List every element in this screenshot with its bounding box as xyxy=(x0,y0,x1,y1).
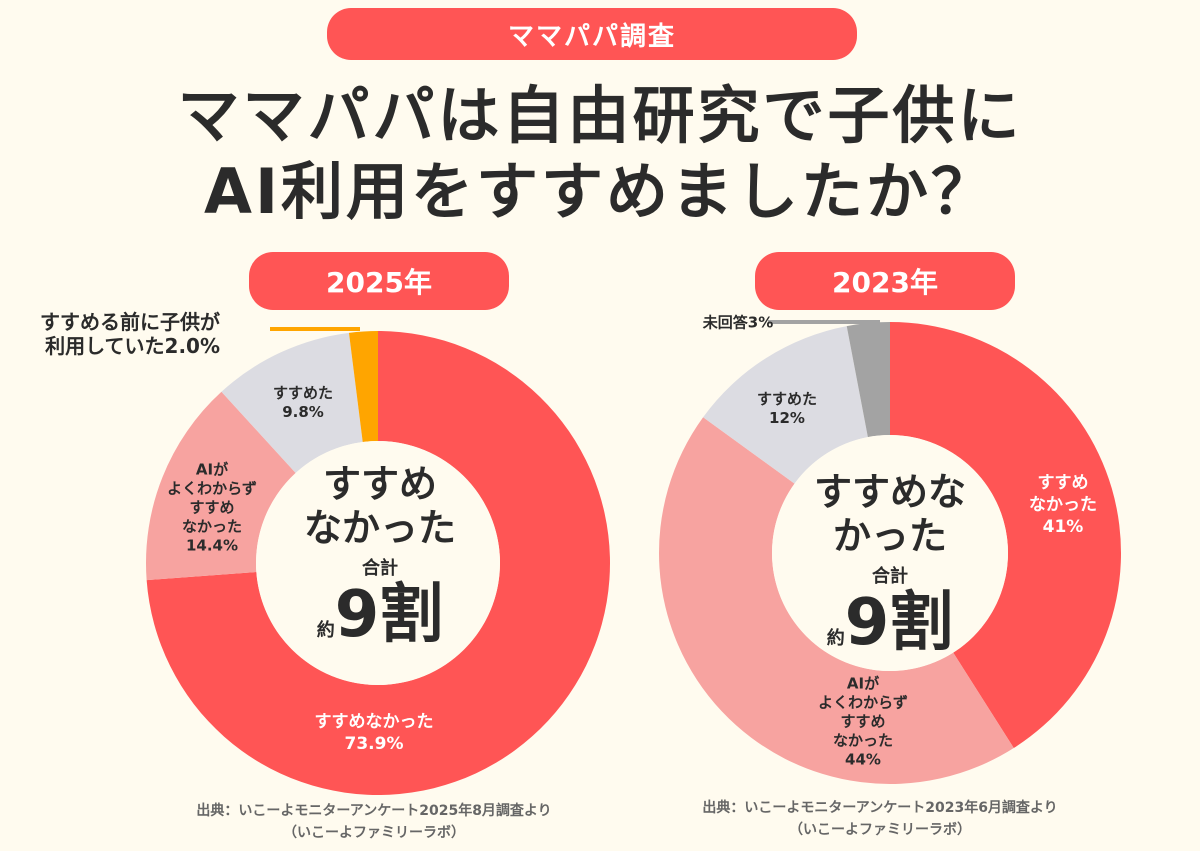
slice-2025年-3 xyxy=(348,331,378,442)
slice-2023年-3 xyxy=(846,322,890,438)
label-2025-used-before: すすめる前に子供が 利用していた2.0% xyxy=(40,310,220,358)
label-2023-no-answer: 未回答3% xyxy=(702,313,774,332)
survey-tag: ママパパ調査 xyxy=(327,8,857,60)
center-2025: すすめ なかった 合計 約9割 xyxy=(303,462,457,652)
slice-2023年-2 xyxy=(703,326,868,484)
label-2025-unfamiliar: AIが よくわからず すすめ なかった 14.4% xyxy=(167,460,257,555)
label-2025-not-recommended: すすめなかった 73.9% xyxy=(314,712,434,754)
label-2025-recommended: すすめた 9.8% xyxy=(272,384,334,421)
donut-hole xyxy=(256,441,500,685)
slice-2025年-0 xyxy=(146,331,610,795)
source-2023: 出典：いこーよモニターアンケート2023年6月調査より （いこーよファミリーラボ） xyxy=(702,800,1058,838)
year-badge-2023: 2023年 xyxy=(755,252,1015,310)
year-badge-2025: 2025年 xyxy=(249,252,509,310)
page-title: ママパパは自由研究で子供に AI利用をすすめましたか？ xyxy=(0,78,1200,230)
label-2023-not-recommended: すすめ なかった 41% xyxy=(1029,473,1097,537)
title-line-2: AI利用をすすめましたか？ xyxy=(203,155,997,228)
label-2023-unfamiliar: AIが よくわからず すすめ なかった 44% xyxy=(818,674,908,769)
slice-2025年-2 xyxy=(221,332,363,473)
donut-hole xyxy=(772,435,1008,671)
title-line-1: ママパパは自由研究で子供に xyxy=(177,79,1023,152)
label-2023-recommended: すすめた 12% xyxy=(756,390,818,427)
slice-2023年-1 xyxy=(659,417,1014,784)
slice-2025年-1 xyxy=(146,391,296,581)
slice-2023年-0 xyxy=(890,322,1121,749)
source-2025: 出典：いこーよモニターアンケート2025年8月調査より （いこーよファミリーラボ） xyxy=(196,803,552,841)
center-2023: すすめな かった 合計 約9割 xyxy=(813,470,967,660)
